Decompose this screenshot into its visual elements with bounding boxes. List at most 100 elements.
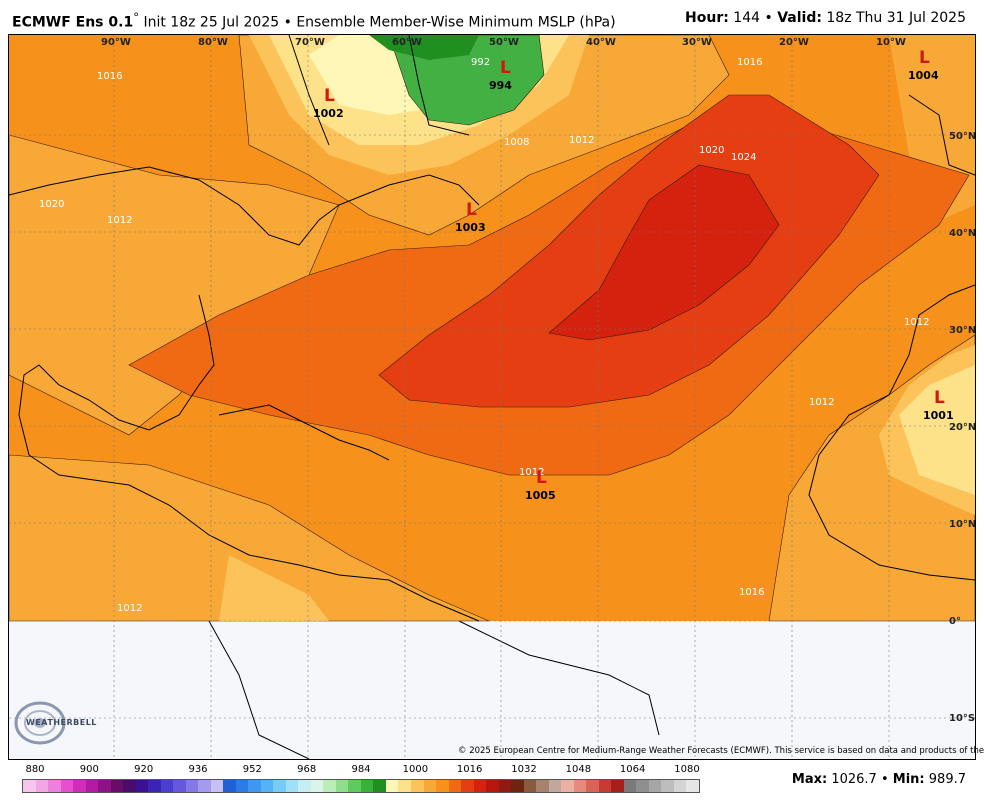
stats-bullet: • [880, 772, 889, 787]
copyright-notice: © 2025 European Centre for Medium-Range … [458, 746, 984, 756]
longitude-label: 10°W [876, 37, 906, 48]
weatherbell-logo-text: WEATHERBELL [26, 718, 97, 727]
colorbar-tick-label: 900 [79, 764, 99, 775]
colorbar-swatch [548, 780, 562, 792]
isobar-label: 1024 [731, 152, 756, 163]
colorbar-swatch [486, 780, 499, 792]
colorbar-swatch [448, 780, 462, 792]
colorbar-swatch [598, 780, 612, 792]
hour-value: 144 [733, 10, 761, 26]
longitude-label: 30°W [682, 37, 712, 48]
longitude-label: 40°W [586, 37, 616, 48]
low-pressure-value: 1005 [525, 489, 556, 502]
colorbar-swatch [198, 780, 211, 792]
latitude-label: 50°N [949, 131, 975, 142]
low-pressure-value: 1004 [908, 69, 939, 82]
coastlines [9, 35, 975, 759]
colorbar-swatch [436, 780, 449, 792]
colorbar-swatch [461, 780, 474, 792]
colorbar-swatch [686, 780, 699, 792]
colorbar-swatch [623, 780, 637, 792]
longitude-label: 90°W [101, 37, 131, 48]
colorbar-swatch [98, 780, 111, 792]
valid-value: 18z Thu 31 Jul 2025 [826, 10, 966, 26]
colorbar-tick-label: 1000 [402, 764, 429, 775]
valid-label: Valid: [777, 10, 822, 26]
nodata-region [9, 621, 975, 759]
title-bullet: • [283, 14, 292, 31]
colorbar-swatch [35, 780, 49, 792]
colorbar-swatch [523, 780, 537, 792]
longitude-label: 80°W [198, 37, 228, 48]
colorbar-swatch [511, 780, 524, 792]
isobar-label: 1020 [39, 199, 64, 210]
colorbar-tick-label: 920 [134, 764, 154, 775]
low-pressure-symbol: L [500, 58, 511, 78]
colorbar-swatch [173, 780, 186, 792]
colorbar-swatch [586, 780, 599, 792]
colorbar-swatch [473, 780, 487, 792]
product-name: Ensemble Member-Wise Minimum MSLP (hPa) [296, 14, 616, 31]
colorbar-swatch [498, 780, 512, 792]
colorbar-swatch [123, 780, 136, 792]
colorbar-swatch [48, 780, 61, 792]
colorbar-swatch [298, 780, 311, 792]
colorbar-swatch [110, 780, 124, 792]
low-pressure-value: 1001 [923, 409, 954, 422]
isobar-label: 1012 [107, 215, 132, 226]
isobar-label: 1008 [504, 137, 529, 148]
isobar-label: 1016 [739, 587, 764, 598]
longitude-label: 70°W [295, 37, 325, 48]
low-pressure-value: 1003 [455, 221, 486, 234]
isobar-label: 1012 [809, 397, 834, 408]
colorbar-tick-label: 1032 [511, 764, 537, 775]
colorbar-swatch [648, 780, 662, 792]
colorbar-swatch [260, 780, 274, 792]
low-pressure-value: 1002 [313, 107, 344, 120]
field-1008-amazon [219, 555, 329, 621]
latitude-label: 10°S [949, 713, 975, 724]
low-pressure-symbol: L [536, 468, 547, 488]
weather-map: 90°W 80°W 70°W 60°W 50°W 40°W 30°W 20°W 10°W 50°… [8, 34, 976, 760]
colorbar-swatch [360, 780, 374, 792]
model-name: ECMWF Ens 0.1 [12, 14, 134, 31]
colorbar-tick-label: 984 [351, 764, 371, 775]
colorbar-tick-label: 1048 [565, 764, 592, 775]
latitude-label: 30°N [949, 325, 975, 336]
forecast-time: Hour: 144 • Valid: 18z Thu 31 Jul 2025 [685, 10, 966, 26]
isobar-label: 1012 [117, 603, 142, 614]
init-time: Init 18z 25 Jul 2025 [143, 14, 280, 31]
colorbar-swatch [85, 780, 99, 792]
low-pressure-value: 994 [489, 79, 512, 92]
time-bullet: • [764, 10, 773, 26]
isobar-label: 992 [471, 57, 490, 68]
isobar-label: 1012 [569, 135, 594, 146]
colorbar-swatch [248, 780, 261, 792]
colorbar-swatch [310, 780, 324, 792]
isobar-label: 1016 [97, 71, 122, 82]
colorbar-swatch [661, 780, 674, 792]
map-canvas: 90°W 80°W 70°W 60°W 50°W 40°W 30°W 20°W 10°W 50°… [9, 35, 975, 759]
colorbar-tick-label: 880 [25, 764, 45, 775]
field-1004-sahara [899, 365, 975, 495]
isobar-label: 1012 [519, 467, 544, 478]
colorbar [22, 779, 700, 793]
colorbar-swatch [210, 780, 224, 792]
colorbar-swatch [423, 780, 437, 792]
weatherbell-swirl-icon [12, 698, 72, 748]
min-label: Min: [892, 772, 925, 787]
colorbar-tick-label: 936 [188, 764, 208, 775]
colorbar-swatch [73, 780, 86, 792]
hour-label: Hour: [685, 10, 729, 26]
isobar-label: 1016 [737, 57, 762, 68]
low-pressure-symbol: L [934, 388, 945, 408]
low-pressure-symbol: L [919, 48, 930, 68]
longitude-label: 20°W [779, 37, 809, 48]
colorbar-swatch [573, 780, 587, 792]
colorbar-tick-label: 968 [297, 764, 317, 775]
longitude-label: 60°W [392, 37, 422, 48]
colorbar-swatch [335, 780, 349, 792]
colorbar-swatch [160, 780, 174, 792]
latitude-label: 10°N [949, 519, 975, 530]
colorbar-tick-label: 1016 [456, 764, 483, 775]
